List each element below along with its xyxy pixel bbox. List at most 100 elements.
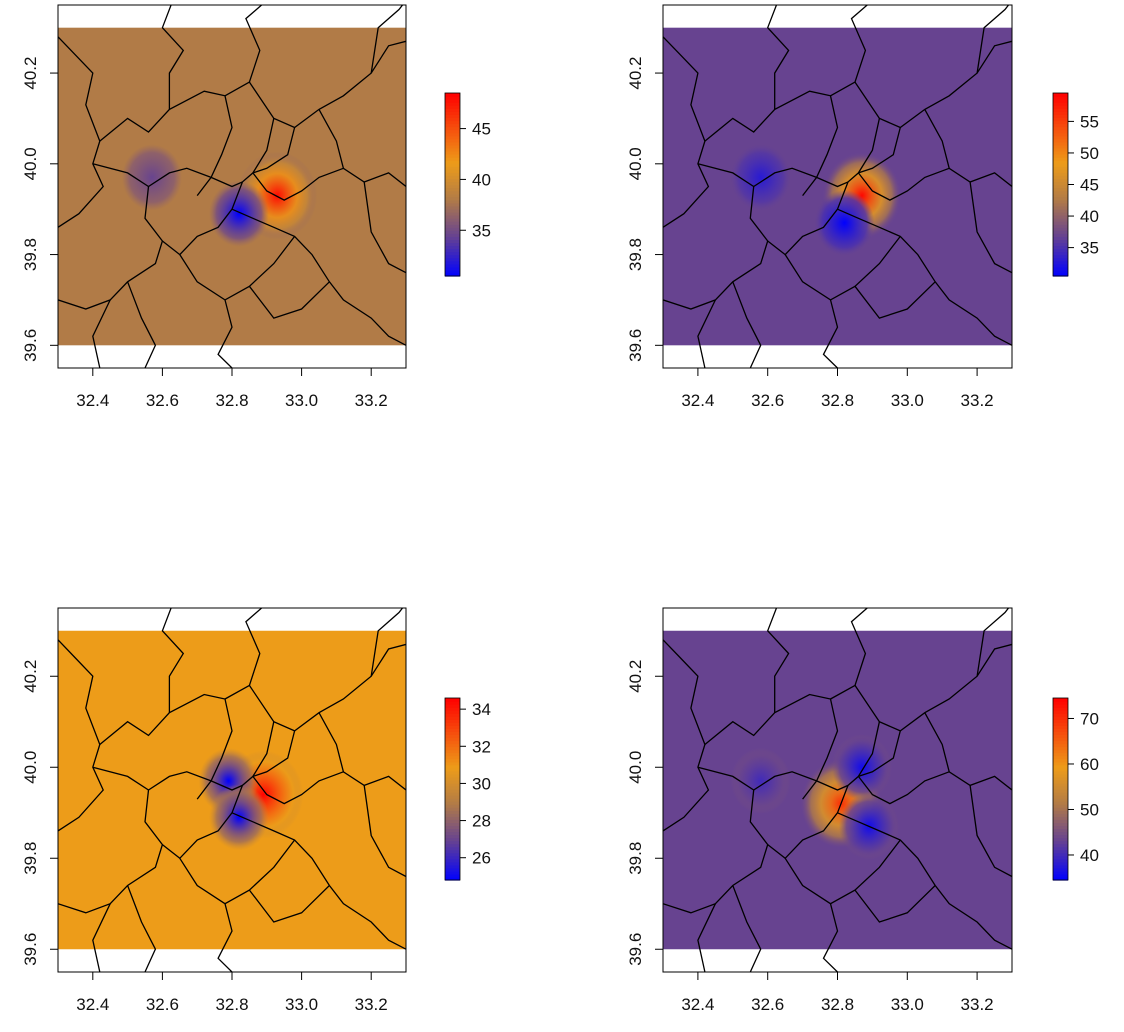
boundary-line-7 bbox=[210, 721, 275, 791]
colorbar-swatch bbox=[1053, 834, 1068, 839]
colorbar: 26 28 30 32 34 bbox=[444, 697, 491, 881]
colorbar-swatch bbox=[445, 208, 460, 213]
map-panel-top-left: 32.4 32.6 32.8 33.0 33.2 39.6 39.8 40.0 40.2 35 40… bbox=[21, 4, 491, 410]
colorbar-swatch bbox=[445, 761, 460, 766]
colorbar-swatch bbox=[1053, 266, 1068, 271]
boundary-line-6 bbox=[854, 643, 1012, 732]
colorbar-swatch bbox=[1053, 749, 1068, 754]
boundary-line-2 bbox=[697, 766, 817, 791]
colorbar-swatch bbox=[1053, 849, 1068, 854]
colorbar-tick-label: 34 bbox=[472, 700, 491, 719]
colorbar-swatch bbox=[1053, 822, 1068, 826]
colorbar-swatch bbox=[1053, 227, 1068, 231]
colorbar-swatch bbox=[1053, 704, 1068, 708]
boundary-line-1 bbox=[704, 693, 839, 800]
colorbar-swatch bbox=[445, 154, 460, 158]
colorbar-swatch bbox=[445, 870, 460, 875]
colorbar-swatch bbox=[445, 117, 460, 122]
colorbar: 35 40 45 50 55 bbox=[1052, 92, 1099, 277]
boundary-line-14 bbox=[732, 885, 762, 972]
colorbar-swatch bbox=[1053, 245, 1068, 250]
colorbar-swatch bbox=[445, 698, 460, 702]
colorbar-swatch bbox=[1053, 196, 1068, 201]
colorbar-swatch bbox=[1053, 876, 1068, 881]
colorbar-frame bbox=[444, 697, 461, 881]
anomaly-low-2 bbox=[730, 144, 791, 211]
colorbar-swatch bbox=[445, 172, 460, 176]
colorbar-swatch bbox=[1053, 114, 1068, 118]
colorbar-swatch bbox=[445, 813, 460, 817]
boundary-line-11 bbox=[231, 812, 406, 950]
boundary-line-17 bbox=[976, 608, 1010, 677]
x-tick-label: 32.4 bbox=[681, 391, 714, 410]
colorbar-swatch bbox=[445, 263, 460, 268]
boundary-line-10 bbox=[161, 785, 244, 860]
colorbar-swatch bbox=[1053, 734, 1068, 739]
x-tick-label: 32.4 bbox=[681, 995, 714, 1014]
colorbar-swatch bbox=[1053, 819, 1068, 823]
boundary-line-16 bbox=[363, 785, 406, 878]
boundary-line-11 bbox=[837, 812, 1012, 950]
boundary-line-10 bbox=[767, 181, 849, 256]
colorbar-swatch bbox=[1053, 187, 1068, 192]
colorbar-swatch bbox=[1053, 105, 1068, 109]
colorbar-swatch bbox=[445, 849, 460, 854]
colorbar-swatch bbox=[445, 789, 460, 793]
boundary-line-12 bbox=[784, 236, 901, 301]
colorbar-swatch bbox=[1053, 141, 1068, 146]
colorbar-swatch bbox=[1053, 816, 1068, 820]
y-tick-label: 40.2 bbox=[21, 660, 40, 693]
boundary-line-16 bbox=[969, 785, 1012, 878]
colorbar-swatch bbox=[1053, 96, 1068, 100]
colorbar-swatch bbox=[445, 272, 460, 277]
colorbar-swatch bbox=[445, 105, 460, 109]
boundary-line-2 bbox=[697, 163, 817, 188]
colorbar-swatch bbox=[445, 764, 460, 769]
colorbar-swatch bbox=[1053, 801, 1068, 805]
boundary-line-13 bbox=[217, 299, 233, 368]
colorbar-swatch bbox=[1053, 211, 1068, 216]
colorbar-swatch bbox=[445, 740, 460, 745]
colorbar-swatch bbox=[1053, 254, 1068, 259]
colorbar-swatch bbox=[1053, 740, 1068, 745]
colorbar-tick-label: 28 bbox=[472, 812, 491, 831]
colorbar-swatch bbox=[445, 144, 460, 149]
colorbar-swatch bbox=[445, 810, 460, 814]
boundary-line-7 bbox=[816, 118, 881, 188]
colorbar-swatch bbox=[445, 825, 460, 830]
colorbar-swatch bbox=[1053, 861, 1068, 866]
colorbar-swatch bbox=[445, 840, 460, 845]
colorbar-swatch bbox=[445, 725, 460, 729]
boundary-line-13 bbox=[822, 903, 839, 972]
anomaly-low-3 bbox=[730, 747, 791, 814]
colorbar-swatch bbox=[445, 828, 460, 833]
x-tick-label: 32.8 bbox=[821, 391, 854, 410]
boundary-line-9 bbox=[252, 167, 406, 201]
boundary-line-17 bbox=[976, 5, 1010, 74]
colorbar-swatch bbox=[1053, 230, 1068, 234]
colorbar-swatch bbox=[1053, 236, 1068, 240]
colorbar-swatch bbox=[1053, 713, 1068, 717]
colorbar-swatch bbox=[1053, 102, 1068, 106]
colorbar-swatch bbox=[445, 99, 460, 103]
colorbar-swatch bbox=[445, 166, 460, 170]
colorbar: 40 50 60 70 bbox=[1052, 697, 1099, 881]
colorbar-frame bbox=[444, 92, 461, 277]
colorbar-swatch bbox=[445, 855, 460, 860]
boundary-line-6 bbox=[854, 40, 1012, 129]
boundary-line-3 bbox=[663, 186, 769, 310]
colorbar-swatch bbox=[445, 236, 460, 240]
colorbar-swatch bbox=[1053, 798, 1068, 802]
colorbar-swatch bbox=[445, 218, 460, 222]
colorbar-swatch bbox=[445, 157, 460, 161]
anomaly-low-2 bbox=[208, 784, 269, 851]
colorbar-swatch bbox=[1053, 867, 1068, 872]
boundary-line-19 bbox=[854, 281, 936, 319]
colorbar-swatch bbox=[445, 205, 460, 210]
colorbar-swatch bbox=[445, 701, 460, 705]
boundary-line-12 bbox=[179, 839, 296, 905]
boundary-line-13 bbox=[217, 903, 233, 972]
x-tick-label: 32.8 bbox=[215, 995, 248, 1014]
boundary-line-4 bbox=[161, 608, 185, 713]
y-tick-label: 39.6 bbox=[21, 933, 40, 966]
